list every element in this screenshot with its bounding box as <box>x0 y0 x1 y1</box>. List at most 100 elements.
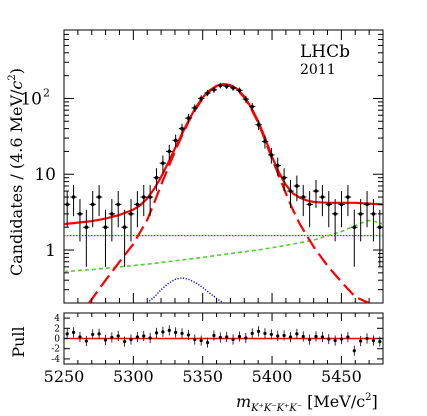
pull-point <box>167 328 171 332</box>
pull-point <box>174 330 178 334</box>
data-point <box>237 88 242 93</box>
pull-point <box>314 334 318 339</box>
pull-point <box>71 330 76 334</box>
data-point <box>141 195 146 199</box>
pull-point <box>161 330 165 334</box>
data-point <box>352 225 357 230</box>
data-point <box>205 91 210 95</box>
data-points <box>64 82 383 267</box>
fit-curves <box>64 82 383 303</box>
fit-curve-signal <box>88 83 370 303</box>
fit-curve-total-fit <box>64 82 383 226</box>
data-point <box>326 202 331 207</box>
data-point <box>180 126 184 131</box>
pull-point <box>205 340 210 345</box>
data-point <box>186 116 191 120</box>
y-tick-label: 10 <box>34 165 56 185</box>
pull-point <box>339 337 344 341</box>
x-tick-label: 5400 <box>252 367 293 386</box>
pull-point <box>193 337 197 342</box>
data-point <box>224 84 229 89</box>
pull-point <box>378 339 382 344</box>
data-point <box>129 212 133 216</box>
data-point <box>231 86 235 90</box>
data-point <box>307 202 312 207</box>
data-point <box>275 163 280 168</box>
fit-curve-peaking-background <box>146 277 224 303</box>
y-tick-label: 10 <box>20 89 42 109</box>
data-point <box>154 175 159 180</box>
data-point <box>97 195 101 199</box>
y-axis-title-close: ) <box>7 68 26 74</box>
data-point <box>135 202 140 207</box>
pull-point <box>225 335 229 339</box>
y-axis-title-exp: 2 <box>7 74 18 80</box>
data-point <box>71 195 76 199</box>
pull-point <box>154 331 159 335</box>
pull-point <box>218 335 222 340</box>
pull-point <box>237 334 242 339</box>
data-point <box>212 88 216 92</box>
pull-point <box>129 337 133 342</box>
data-point <box>339 202 344 207</box>
data-point <box>365 202 369 207</box>
pull-y-tick-label: 4 <box>54 314 60 324</box>
data-point <box>263 139 267 144</box>
data-point <box>358 212 363 216</box>
data-point <box>110 212 114 216</box>
data-point <box>256 122 261 127</box>
pull-point <box>301 334 305 339</box>
pull-point <box>333 338 337 343</box>
data-point <box>122 225 127 230</box>
pull-point <box>276 334 280 338</box>
pull-point <box>78 335 82 339</box>
pull-point <box>320 335 324 339</box>
y-tick-label-exp: 2 <box>43 86 50 99</box>
pull-point <box>244 336 248 340</box>
x-tick-label: 5300 <box>113 367 154 386</box>
x-axis-title-close: ] <box>372 392 378 411</box>
x-tick-label: 5250 <box>44 367 85 386</box>
y-axis-title: Candidates / (4.6 MeV/c2) <box>7 68 26 276</box>
data-point <box>244 97 248 101</box>
data-point <box>295 184 299 188</box>
pull-point <box>199 338 203 343</box>
data-point <box>218 83 223 88</box>
pull-point <box>327 337 331 341</box>
y-axis-title-c: c <box>7 81 26 90</box>
pull-point <box>295 332 299 336</box>
pull-point <box>269 332 273 337</box>
data-point <box>250 104 255 109</box>
pull-axis-title: Pull <box>9 326 28 357</box>
x-axis-title: mK⁺K⁻K⁺K⁻ [MeV/c2] <box>236 392 378 414</box>
data-point <box>314 189 318 193</box>
data-point <box>84 225 89 230</box>
pull-point <box>65 332 69 336</box>
pull-point <box>346 335 350 339</box>
data-point <box>301 195 306 199</box>
pull-y-tick-label: 2 <box>54 324 60 334</box>
data-point <box>103 225 108 230</box>
pull-y-tick-label: -2 <box>51 345 60 355</box>
pull-point <box>148 336 152 340</box>
x-axis-title-m: m <box>236 392 251 411</box>
pull-point <box>103 338 108 342</box>
y-axis-title-text: Candidates / (4.6 MeV/ <box>7 89 26 276</box>
pull-point <box>135 335 139 339</box>
pull-point <box>352 349 356 353</box>
data-point <box>90 202 95 207</box>
pull-point <box>231 337 235 342</box>
pull-point <box>263 331 267 335</box>
x-tick-label: 5450 <box>321 367 362 386</box>
data-point <box>192 106 197 110</box>
pull-point <box>371 338 376 343</box>
data-point <box>199 96 203 101</box>
pull-point <box>123 339 127 344</box>
pull-point <box>308 337 312 342</box>
pull-point <box>212 333 216 338</box>
data-point <box>161 161 165 165</box>
data-point <box>148 195 152 199</box>
pull-point <box>142 334 146 338</box>
pull-y-tick-label: -4 <box>51 355 60 365</box>
